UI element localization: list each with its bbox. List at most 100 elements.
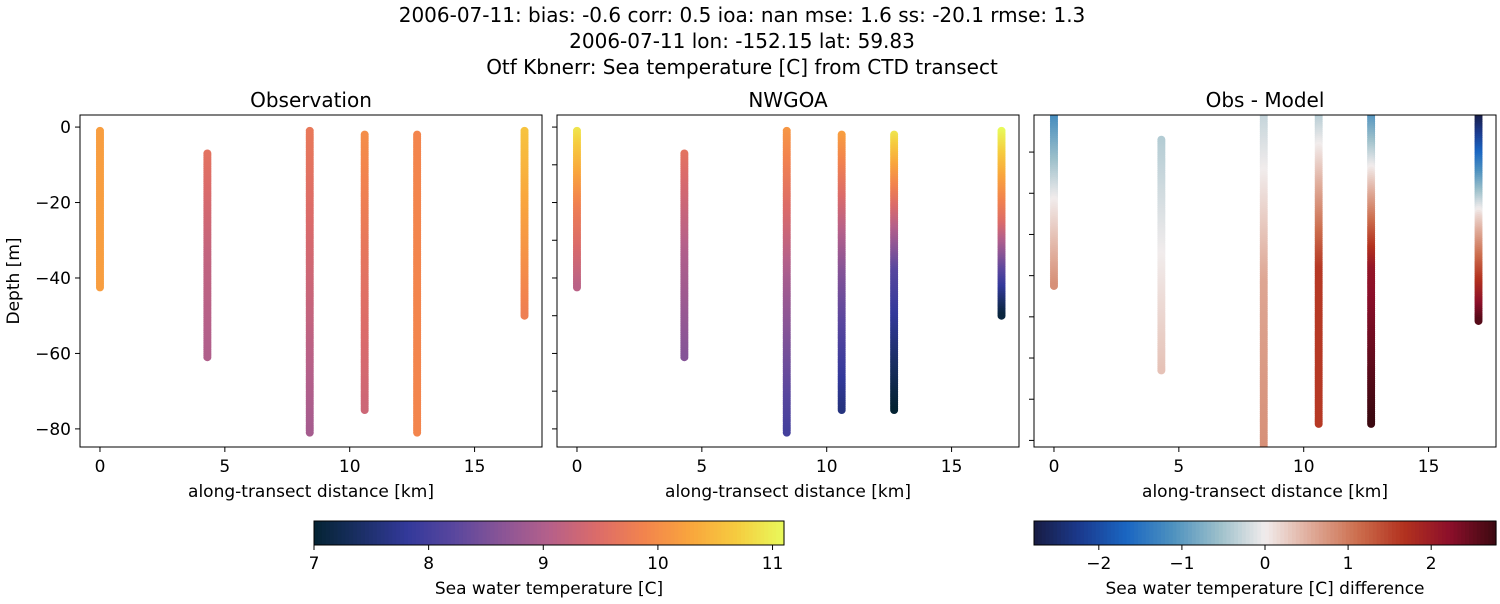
data-point	[1260, 449, 1268, 457]
data-point	[413, 428, 422, 437]
panel-title: NWGOA	[748, 88, 828, 112]
colorbar-segment	[1137, 521, 1143, 545]
colorbar-segment	[333, 521, 339, 545]
panel-2: 0 5 10 15 NWGOA along-transect distance [km]	[552, 88, 1020, 502]
colorbar-segment	[1353, 521, 1358, 545]
x-tick-label: 10	[339, 457, 361, 477]
colorbar-segment	[662, 521, 668, 545]
axes-frame	[1033, 114, 1497, 448]
colorbar-segment	[1145, 521, 1151, 545]
colorbar-segment	[353, 521, 358, 545]
colorbar-segment	[693, 521, 699, 545]
colorbar-segment	[588, 521, 593, 545]
colorbar-segment	[1419, 521, 1424, 545]
colorbar-segment	[1072, 521, 1077, 545]
colorbar-label: Sea water temperature [C] difference	[1105, 579, 1424, 599]
title-line-3: Otf Kbnerr: Sea temperature [C] from CTD…	[486, 55, 998, 79]
colorbar-segment	[611, 521, 617, 545]
colorbar-segment	[1222, 521, 1228, 545]
colorbar-segment	[329, 521, 335, 545]
colorbar-segment	[678, 521, 683, 545]
profile-1	[1049, 115, 1058, 290]
colorbar-segment	[729, 521, 734, 545]
data-point	[203, 353, 212, 362]
colorbar-segment	[643, 521, 648, 545]
colorbar-segment	[564, 521, 570, 545]
colorbar-segment	[470, 521, 476, 545]
colorbar-segment	[654, 521, 660, 545]
colorbar-segment	[560, 521, 566, 545]
colorbar-segment	[1422, 521, 1428, 545]
colorbar-segment	[1469, 521, 1474, 545]
colorbar-segment	[361, 521, 366, 545]
colorbar-segment	[1303, 521, 1308, 545]
colorbar-segment	[384, 521, 390, 545]
colorbar-segment	[1453, 521, 1459, 545]
colorbar-segment	[1480, 521, 1486, 545]
data-point	[1474, 316, 1483, 325]
colorbar-segment	[1188, 521, 1193, 545]
colorbar-segment	[349, 521, 354, 545]
colorbar-segment	[772, 521, 777, 545]
profile-4	[1314, 115, 1323, 428]
colorbar-segment	[756, 521, 762, 545]
colorbar-segment	[780, 521, 785, 545]
data-points	[95, 126, 529, 437]
data-point	[1314, 419, 1323, 428]
colorbar-segment	[1214, 521, 1220, 545]
x-tick-label: 5	[696, 457, 707, 477]
data-point	[1367, 419, 1376, 428]
colorbar-segment	[725, 521, 730, 545]
colorbar-segment	[341, 521, 346, 545]
colorbar-segment	[690, 521, 695, 545]
colorbar-segment	[337, 521, 343, 545]
profile-6	[520, 126, 529, 320]
colorbar-segment	[455, 521, 460, 545]
colorbar-segment	[1465, 521, 1470, 545]
axes-frame	[79, 114, 543, 448]
colorbar-segment	[1315, 521, 1320, 545]
colorbar-segment	[1184, 521, 1189, 545]
colorbar-segment	[1368, 521, 1374, 545]
colorbar-segment	[1407, 521, 1412, 545]
y-tick-label: −60	[35, 344, 71, 364]
panel-1: 0 5 10 15 0 −20 −40 −60 −80 Observation along-tran…	[4, 88, 543, 502]
colorbar-segment	[1238, 521, 1243, 545]
y-tick-label: −40	[35, 269, 71, 289]
profile-1	[572, 126, 581, 292]
colorbar-segment	[596, 521, 601, 545]
colorbar-segment	[419, 521, 425, 545]
colorbar-segment	[1118, 521, 1124, 545]
colorbar-segment	[517, 521, 523, 545]
colorbar-segment	[1060, 521, 1066, 545]
profile-5	[1367, 115, 1376, 428]
colorbar-segment	[748, 521, 754, 545]
colorbar-segment	[1415, 521, 1420, 545]
colorbar-tick-label: −2	[1086, 554, 1111, 574]
colorbar-tick-label: 0	[1260, 554, 1271, 574]
colorbar-segment	[1087, 521, 1093, 545]
colorbar-segment	[1365, 521, 1370, 545]
colorbar-segment	[521, 521, 527, 545]
colorbar-segment	[513, 521, 519, 545]
colorbar-segment	[423, 521, 429, 545]
colorbar-segment	[1199, 521, 1204, 545]
colorbar-segment	[537, 521, 542, 545]
colorbar-segment	[435, 521, 440, 545]
colorbar-segment	[380, 521, 386, 545]
colorbar-segment	[768, 521, 773, 545]
x-tick-label: 0	[572, 457, 583, 477]
colorbar-segment	[631, 521, 636, 545]
colorbar-segment	[1357, 521, 1362, 545]
colorbar-segment	[737, 521, 742, 545]
colorbar-segment	[1488, 521, 1493, 545]
colorbar-segment	[502, 521, 507, 545]
colorbar-segment	[717, 521, 722, 545]
colorbar-segment	[1191, 521, 1197, 545]
colorbar-segment	[314, 521, 319, 545]
colorbar-tick-label: 2	[1426, 554, 1437, 574]
colorbar-segment	[760, 521, 766, 545]
colorbar-segment	[388, 521, 393, 545]
colorbar-segment	[1280, 521, 1285, 545]
